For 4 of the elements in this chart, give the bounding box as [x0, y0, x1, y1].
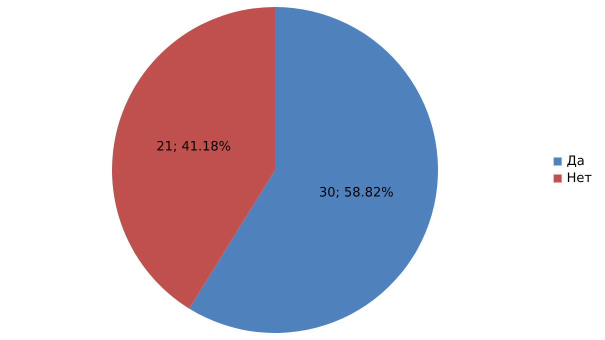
- legend-label: Да: [566, 154, 585, 169]
- legend-label: Нет: [566, 171, 592, 186]
- data-label: 30; 58.82%: [318, 186, 394, 201]
- data-label: 21; 41.18%: [156, 139, 232, 154]
